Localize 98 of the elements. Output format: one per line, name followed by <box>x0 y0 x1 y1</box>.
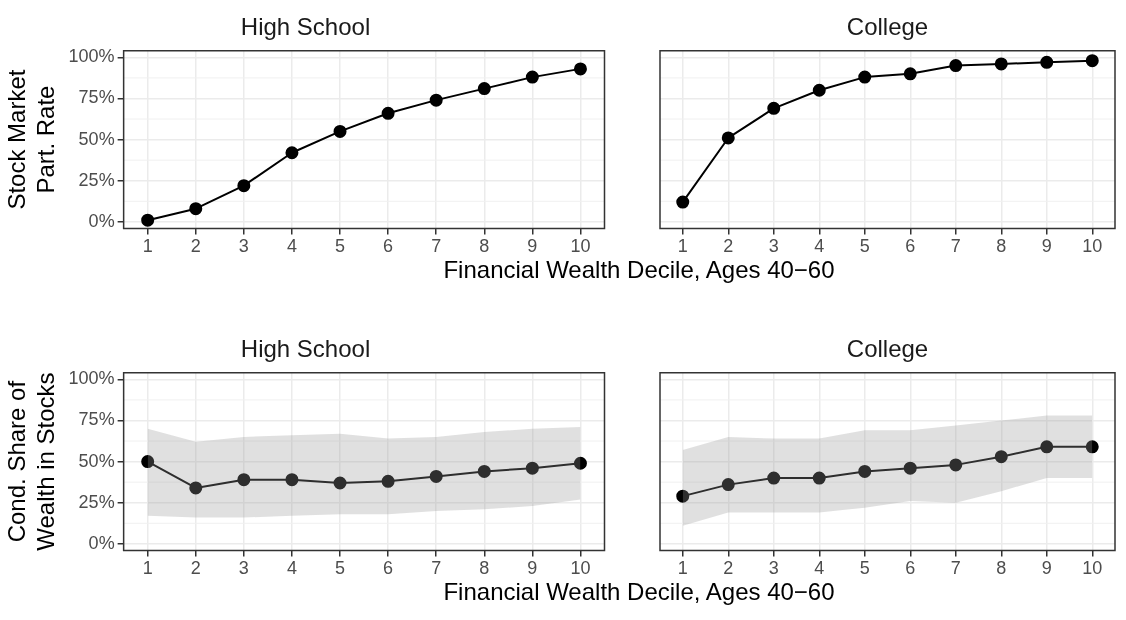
point <box>525 70 539 84</box>
chart-title: High School <box>240 335 371 363</box>
point <box>285 473 299 487</box>
y-axis-title: Cond. Share of Wealth in Stocks <box>3 372 59 551</box>
point <box>676 489 690 503</box>
point <box>141 455 155 469</box>
x-tick-label: 8 <box>996 558 1007 579</box>
point <box>381 474 395 488</box>
y-tick-label: 0% <box>88 532 115 553</box>
point <box>381 106 395 120</box>
x-axis-title: Financial Wealth Decile, Ages 40−60 <box>442 256 836 284</box>
x-tick-label: 4 <box>286 236 297 257</box>
x-tick-label: 7 <box>950 236 961 257</box>
x-tick-label: 3 <box>238 236 249 257</box>
point <box>858 70 872 84</box>
point <box>429 469 443 483</box>
point <box>333 476 347 490</box>
y-tick-label: 50% <box>78 128 115 149</box>
x-tick-label: 5 <box>859 558 870 579</box>
point <box>237 473 251 487</box>
point <box>903 461 917 475</box>
point <box>767 101 781 115</box>
x-tick-label: 5 <box>335 236 346 257</box>
x-tick-label: 1 <box>677 558 688 579</box>
x-tick-label: 4 <box>814 558 825 579</box>
point <box>285 146 299 160</box>
x-tick-label: 1 <box>142 558 153 579</box>
y-tick-label: 0% <box>88 210 115 231</box>
point <box>1085 54 1099 68</box>
point <box>1040 440 1054 454</box>
y-tick-label: 25% <box>78 169 115 190</box>
x-tick-label: 9 <box>1041 236 1052 257</box>
x-tick-label: 1 <box>677 236 688 257</box>
x-tick-label: 4 <box>814 236 825 257</box>
chart-title: College <box>846 335 929 363</box>
x-tick-label: 7 <box>431 236 442 257</box>
x-tick-label: 7 <box>431 558 442 579</box>
point <box>994 450 1008 464</box>
x-tick-label: 8 <box>479 558 490 579</box>
point <box>525 461 539 475</box>
x-tick-label: 3 <box>768 558 779 579</box>
x-axis-title: Financial Wealth Decile, Ages 40−60 <box>442 578 836 606</box>
point <box>573 456 587 470</box>
point <box>994 57 1008 71</box>
x-tick-label: 2 <box>723 236 734 257</box>
point <box>949 458 963 472</box>
point <box>189 202 203 216</box>
point <box>429 93 443 107</box>
x-tick-label: 3 <box>768 236 779 257</box>
point <box>141 213 155 227</box>
x-tick-label: 10 <box>570 236 591 257</box>
x-tick-label: 6 <box>905 236 916 257</box>
x-tick-label: 3 <box>238 558 249 579</box>
x-tick-label: 10 <box>1082 558 1103 579</box>
point <box>812 83 826 97</box>
point <box>903 67 917 81</box>
point <box>1040 55 1054 69</box>
x-tick-label: 10 <box>570 558 591 579</box>
x-tick-label: 6 <box>383 558 394 579</box>
point <box>676 195 690 209</box>
point <box>858 464 872 478</box>
x-tick-label: 9 <box>1041 558 1052 579</box>
point <box>189 481 203 495</box>
x-tick-label: 6 <box>383 236 394 257</box>
x-tick-label: 2 <box>723 558 734 579</box>
point <box>812 471 826 485</box>
y-tick-label: 25% <box>78 491 115 512</box>
point <box>477 464 491 478</box>
x-tick-label: 5 <box>859 236 870 257</box>
x-tick-label: 6 <box>905 558 916 579</box>
x-tick-label: 10 <box>1082 236 1103 257</box>
x-tick-label: 9 <box>527 236 538 257</box>
point <box>721 478 735 492</box>
y-tick-label: 75% <box>78 87 115 108</box>
x-tick-label: 5 <box>335 558 346 579</box>
y-tick-label: 100% <box>68 368 115 389</box>
x-tick-label: 8 <box>996 236 1007 257</box>
chart-title: College <box>846 13 929 41</box>
y-tick-label: 50% <box>78 450 115 471</box>
point <box>721 131 735 145</box>
x-tick-label: 2 <box>190 236 201 257</box>
x-tick-label: 2 <box>190 558 201 579</box>
chart-title: High School <box>240 13 371 41</box>
x-tick-label: 8 <box>479 236 490 257</box>
x-tick-label: 4 <box>286 558 297 579</box>
x-tick-label: 1 <box>142 236 153 257</box>
point <box>949 59 963 73</box>
point <box>1085 440 1099 454</box>
x-tick-label: 7 <box>950 558 961 579</box>
point <box>333 124 347 138</box>
point <box>767 471 781 485</box>
y-tick-label: 100% <box>68 46 115 67</box>
x-tick-label: 9 <box>527 558 538 579</box>
y-tick-label: 75% <box>78 409 115 430</box>
y-axis-title: Stock Market Part. Rate <box>3 69 59 210</box>
point <box>573 62 587 76</box>
point <box>237 179 251 193</box>
point <box>477 82 491 96</box>
